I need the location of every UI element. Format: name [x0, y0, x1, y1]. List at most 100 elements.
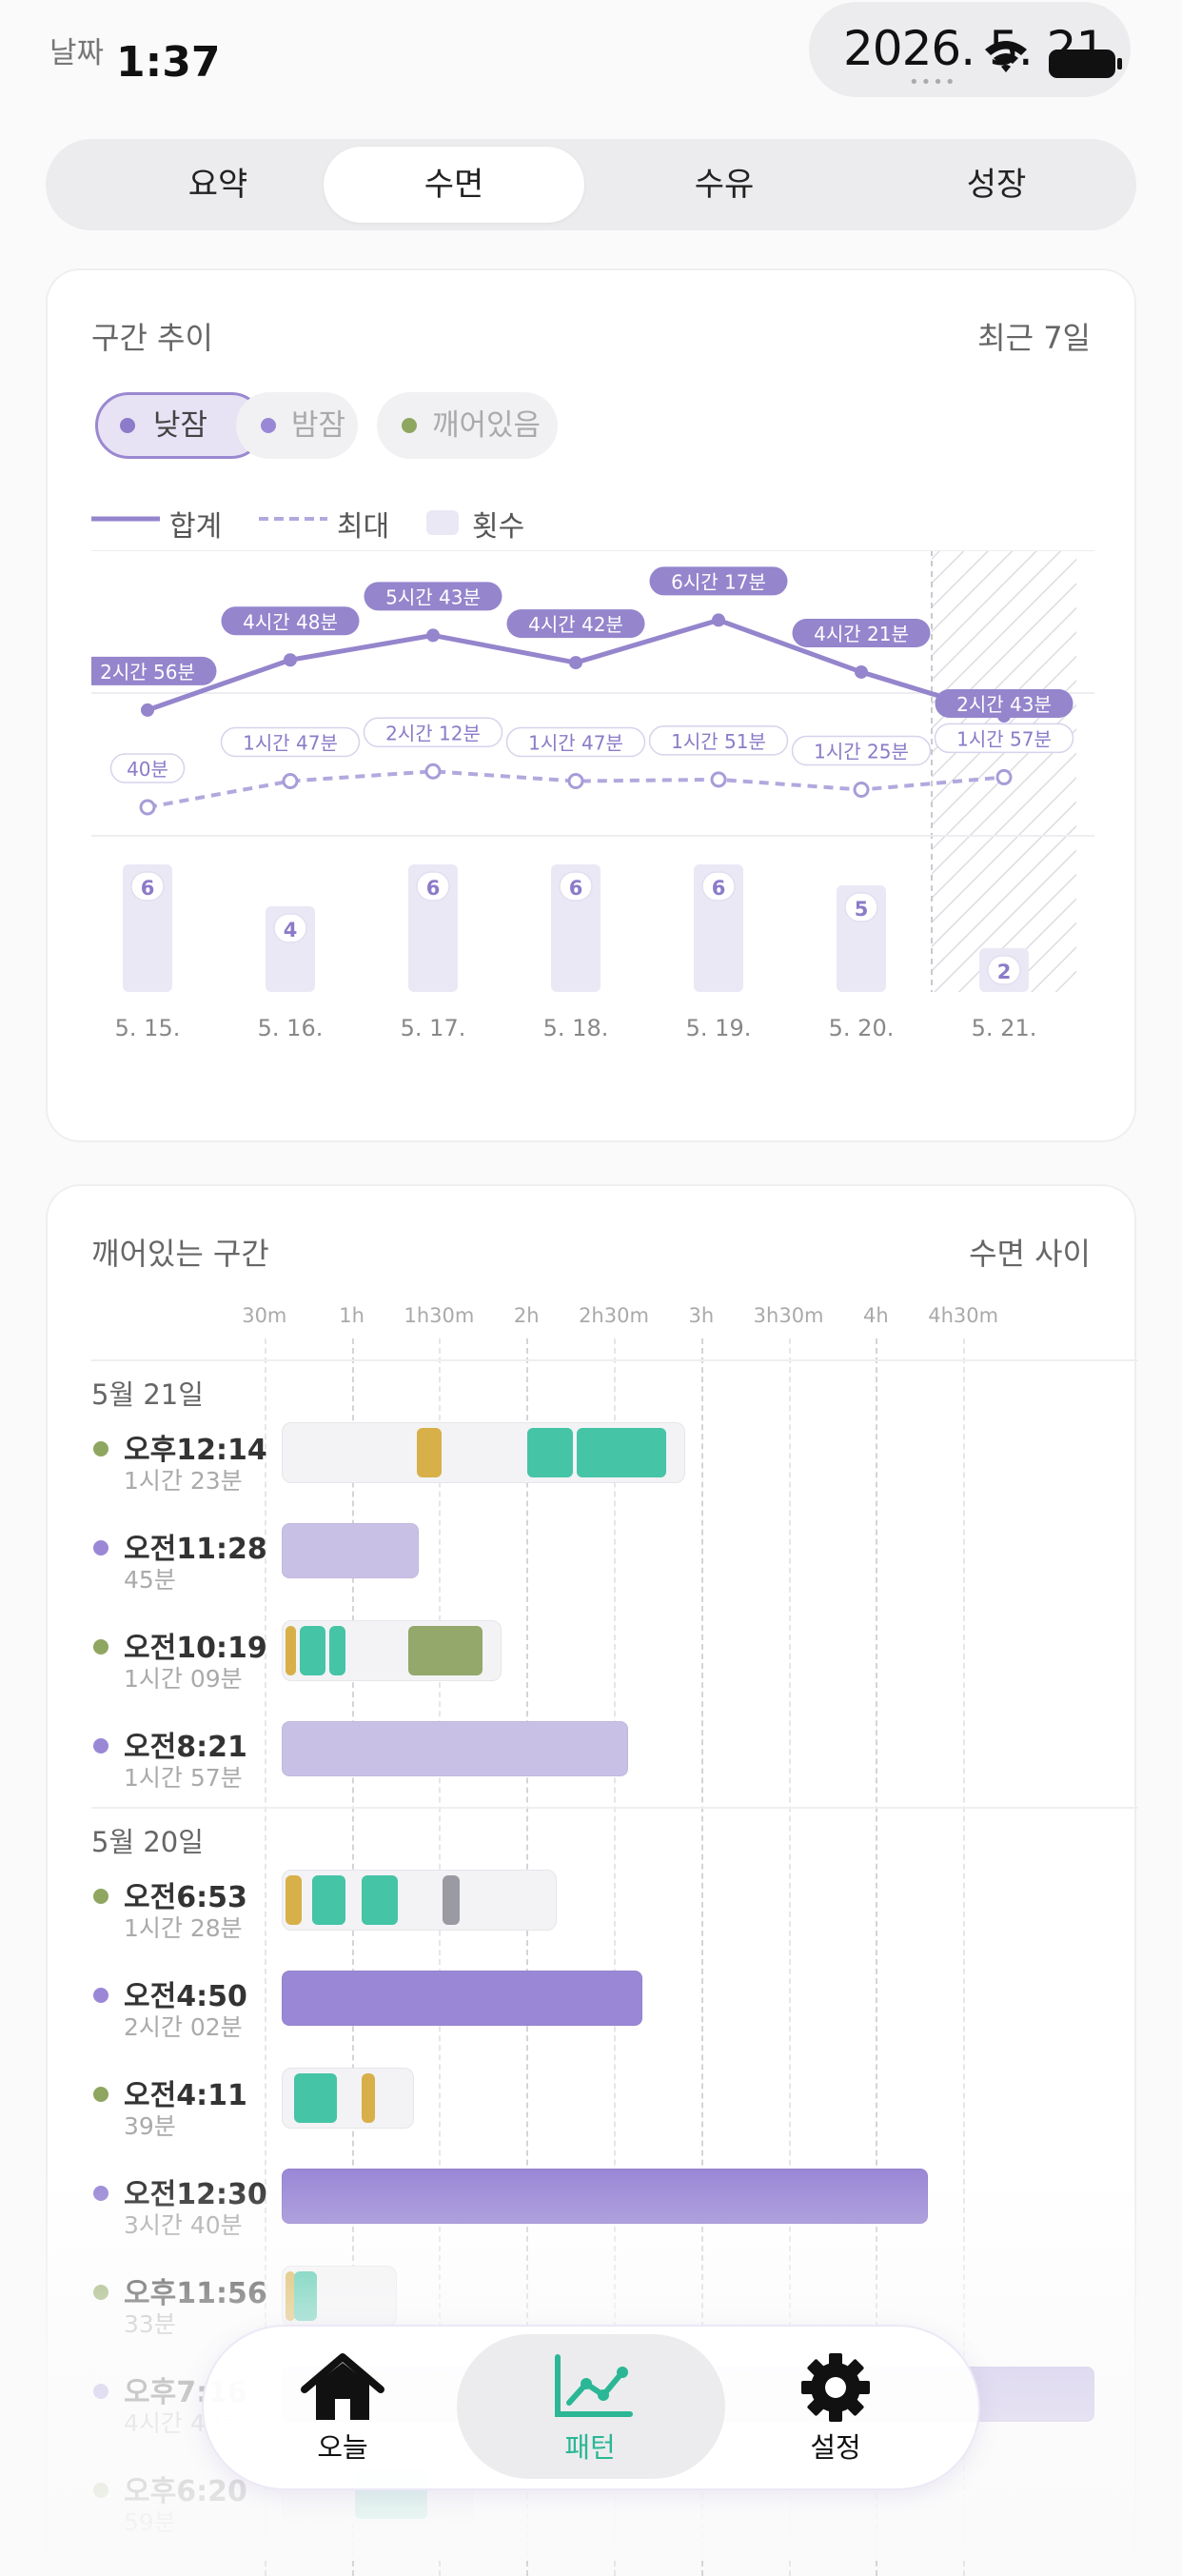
sleep-interval-bar[interactable] [282, 1523, 419, 1578]
activity-segment[interactable] [443, 1875, 460, 1925]
chip-awake[interactable]: 깨어있음 [377, 392, 558, 459]
total-point[interactable] [855, 664, 868, 679]
day-label: 5월 21일 [91, 1378, 204, 1411]
trend-chart[interactable]: 6 4 6 6 6 5 2 40분 1시간 47분 2시간 12분 1시간 47분 1시간 51분 1시… [91, 550, 1094, 1045]
count-label: 6 [141, 877, 155, 900]
axis-label: 1h [339, 1304, 364, 1327]
x-tick-label: 5. 17. [401, 1015, 466, 1041]
max-value-label: 1시간 47분 [220, 726, 361, 758]
count-bar[interactable]: 6 [694, 864, 743, 992]
total-point[interactable] [141, 703, 154, 717]
row-duration: 1시간 57분 [124, 1764, 243, 1792]
activity-segment[interactable] [286, 1875, 303, 1925]
activity-segment[interactable] [361, 2073, 375, 2123]
axis-label: 30m [242, 1304, 287, 1327]
nav-today[interactable] [295, 2351, 390, 2427]
axis-gridline [526, 1338, 529, 2576]
row-kind-dot [93, 1441, 108, 1456]
axis-gridline [439, 1338, 442, 2576]
activity-segment[interactable] [407, 1626, 483, 1675]
home-icon [301, 2353, 384, 2420]
chip-label: 낮잠 [153, 408, 208, 443]
day-separator [91, 1359, 1138, 1361]
count-bar[interactable]: 6 [408, 864, 458, 992]
trend-card: 구간 추이 최근 7일 낮잠 밤잠 깨어있음 합계 최대 횟수 6 4 6 6 6 5 2 4… [46, 268, 1136, 1142]
max-point[interactable] [424, 763, 442, 780]
max-point[interactable] [853, 782, 870, 799]
svg-text:1시간 57분: 1시간 57분 [956, 727, 1052, 750]
max-point[interactable] [995, 768, 1013, 785]
count-bar[interactable]: 4 [266, 906, 315, 992]
activity-segment[interactable] [361, 1875, 399, 1925]
legend-count: 횟수 [472, 510, 525, 544]
timeline-subtitle: 수면 사이 [969, 1236, 1091, 1272]
activity-segment[interactable] [294, 2073, 338, 2123]
total-point[interactable] [426, 628, 440, 643]
axis-gridline [351, 1338, 354, 2576]
total-point[interactable] [712, 613, 725, 627]
day-separator [91, 1807, 1138, 1809]
row-start-time: 오후12:14 [124, 1434, 267, 1467]
count-label: 6 [426, 877, 441, 900]
axis-label: 3h [688, 1304, 715, 1327]
tab-summary[interactable]: 요약 [187, 166, 248, 204]
svg-text:1시간 25분: 1시간 25분 [814, 741, 909, 763]
total-point[interactable] [569, 656, 582, 670]
count-label: 6 [712, 877, 726, 900]
max-point[interactable] [567, 773, 584, 790]
chip-night[interactable]: 밤잠 [236, 392, 358, 459]
tab-sleep[interactable]: 수면 [324, 147, 584, 223]
x-tick-label: 5. 15. [115, 1015, 181, 1041]
activity-segment[interactable] [300, 1626, 325, 1675]
chart-icon [555, 2354, 633, 2417]
axis-label: 4h [863, 1304, 889, 1327]
axis-label: 1h30m [404, 1304, 475, 1327]
svg-text:6시간 17분: 6시간 17분 [671, 570, 766, 593]
row-kind-dot [93, 1540, 108, 1556]
nav-today-label: 오늘 [317, 2431, 368, 2464]
axis-gridline [788, 1338, 791, 2576]
total-value-label: 4시간 42분 [506, 609, 645, 639]
status-time: 1:37 [116, 38, 221, 87]
sleep-interval-bar[interactable] [282, 1721, 629, 1776]
row-duration: 1시간 09분 [124, 1665, 243, 1693]
x-tick-label: 5. 20. [829, 1015, 895, 1041]
row-kind-dot [93, 2087, 108, 2102]
day-label: 5월 20일 [91, 1826, 204, 1858]
activity-segment[interactable] [526, 1428, 573, 1477]
activity-segment[interactable] [286, 1626, 297, 1675]
axis-gridline [963, 1338, 966, 2576]
row-start-time: 오전4:50 [124, 1980, 247, 2013]
row-start-time: 오전6:53 [124, 1881, 247, 1914]
max-point[interactable] [139, 799, 156, 816]
max-point[interactable] [710, 771, 727, 788]
svg-text:1시간 47분: 1시간 47분 [528, 732, 623, 755]
count-bar[interactable]: 5 [837, 885, 886, 992]
activity-segment[interactable] [328, 1626, 346, 1675]
tab-feeding[interactable]: 수유 [694, 166, 755, 204]
gear-icon [801, 2353, 870, 2422]
count-bar[interactable]: 2 [979, 948, 1029, 992]
total-point[interactable] [284, 653, 297, 667]
nav-pattern[interactable] [544, 2351, 640, 2427]
legend-max: 최대 [337, 510, 390, 544]
activity-segment[interactable] [577, 1428, 666, 1477]
nav-pattern-label: 패턴 [564, 2431, 616, 2464]
activity-segment[interactable] [416, 1428, 443, 1477]
count-bar[interactable]: 6 [123, 864, 172, 992]
total-value-label: 5시간 43분 [364, 582, 502, 611]
row-kind-dot [93, 1889, 108, 1904]
nav-settings[interactable] [788, 2351, 883, 2427]
sleep-interval-bar[interactable] [282, 1971, 643, 2026]
total-value-label: 4시간 21분 [792, 618, 931, 647]
max-point[interactable] [282, 773, 299, 790]
svg-text:2시간 56분: 2시간 56분 [100, 661, 195, 684]
svg-text:5시간 43분: 5시간 43분 [385, 585, 481, 608]
tab-growth[interactable]: 성장 [966, 166, 1027, 204]
count-bar[interactable]: 6 [551, 864, 601, 992]
max-value-label: 2시간 12분 [363, 717, 503, 748]
trend-title: 구간 추이 [91, 320, 213, 356]
row-duration: 1시간 23분 [124, 1467, 243, 1495]
activity-segment[interactable] [311, 1875, 346, 1925]
trend-range[interactable]: 최근 7일 [977, 320, 1091, 356]
